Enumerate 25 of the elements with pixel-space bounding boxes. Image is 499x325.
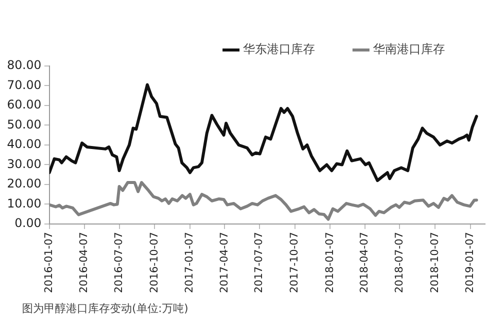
x-tick-label: 2018-04-07: [358, 232, 370, 294]
y-tick-label: 80.00: [6, 58, 42, 72]
y-tick-label: 40.00: [6, 137, 42, 152]
x-tick-label: 2017-04-07: [218, 232, 230, 294]
y-tick-label: 10.00: [6, 196, 42, 210]
x-tick-label: 2018-07-07: [393, 232, 406, 294]
x-tick-label: 2016-10-07: [148, 232, 160, 294]
x-tick-label: 2018-01-07: [324, 232, 336, 294]
x-tick-label: 2016-04-07: [78, 232, 90, 294]
legend-label: 华东港口库存: [243, 42, 315, 56]
x-tick-label: 2016-01-07: [43, 232, 56, 294]
y-tick-label: 60.00: [6, 98, 42, 112]
y-tick-label: 50.00: [6, 117, 42, 132]
x-tick-label: 2017-10-07: [288, 232, 301, 294]
y-tick-label: 0.00: [14, 216, 42, 230]
y-tick-label: 30.00: [6, 156, 42, 171]
x-tick-label: 2019-01-07: [464, 232, 476, 294]
x-tick-label: 2016-07-07: [113, 232, 126, 294]
x-tick-label: 2017-07-07: [253, 232, 266, 294]
text: 图为甲醇港口库存变动(单位:万吨): [22, 301, 188, 316]
y-tick-label: 70.00: [6, 78, 42, 92]
x-tick-label: 2017-01-07: [184, 232, 196, 294]
y-tick-label: 20.00: [6, 176, 42, 191]
legend-label: 华南港口库存: [373, 42, 445, 56]
x-tick-label: 2018-10-07: [428, 232, 441, 294]
